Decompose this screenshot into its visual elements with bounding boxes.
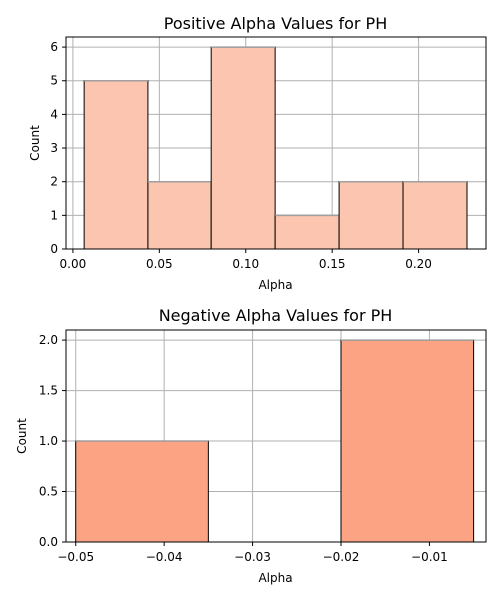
chart-1-x-tick-label: 0.00 — [60, 257, 87, 271]
chart-1-xlabel: Alpha — [258, 278, 292, 292]
chart-1-x-tick-label: 0.10 — [232, 257, 259, 271]
chart-2-bar-1 — [75, 440, 209, 543]
chart-1-y-tick-label: 2 — [50, 175, 58, 189]
chart-1-y-tick-label: 6 — [50, 40, 58, 54]
chart-2-plot-area: −0.05 −0.04 −0.03 −0.02 −0.01 0.0 0.5 1.0 1.5 2.0 — [39, 329, 487, 564]
chart-1-y-tick-label: 4 — [50, 107, 58, 121]
chart-2-y-tick-label: 0.5 — [39, 485, 58, 499]
chart-1-frame — [65, 36, 487, 250]
chart-1-title: Positive Alpha Values for PH — [164, 14, 387, 33]
chart-1-x-tick-label: 0.20 — [405, 257, 432, 271]
chart-2-y-tick-label: 2.0 — [39, 333, 58, 347]
chart-1-bar-5 — [338, 181, 404, 250]
chart-1-bar-1 — [83, 80, 149, 250]
chart-2-y-tick-label: 0.0 — [39, 535, 58, 549]
chart-1-ylabel: Count — [28, 125, 42, 161]
chart-2-x-tick-label: −0.01 — [411, 550, 448, 564]
chart-2-x-tick-label: −0.02 — [323, 550, 360, 564]
chart-1-x-tick-label: 0.15 — [319, 257, 346, 271]
chart-1-y-tick-label: 5 — [50, 74, 58, 88]
chart-1-bar-6 — [402, 181, 468, 250]
chart-2-x-tick-label: −0.05 — [57, 550, 94, 564]
chart-2-frame — [65, 329, 487, 543]
chart-1-bar-3 — [210, 46, 276, 250]
chart-1-plot-area: 0.00 0.05 0.10 0.15 0.20 0 1 2 3 4 5 6 — [50, 36, 487, 271]
chart-2-x-tick-label: −0.04 — [146, 550, 183, 564]
chart-1-y-tick-label: 1 — [50, 208, 58, 222]
chart-2-y-tick-label: 1.5 — [39, 384, 58, 398]
chart-2-y-tick-label: 1.0 — [39, 434, 58, 448]
chart-1-bar-4 — [274, 214, 340, 250]
chart-2-x-tick-label: −0.03 — [234, 550, 271, 564]
chart-2-xlabel: Alpha — [258, 571, 292, 585]
chart-1-y-tick-label: 3 — [50, 141, 58, 155]
chart-2-title: Negative Alpha Values for PH — [159, 306, 393, 325]
chart-1-bar-2 — [147, 181, 212, 250]
chart-2-ylabel: Count — [15, 418, 29, 454]
chart-1-y-tick-label: 0 — [50, 242, 58, 256]
chart-2-bar-3 — [340, 339, 475, 543]
chart-1-x-tick-label: 0.05 — [146, 257, 173, 271]
